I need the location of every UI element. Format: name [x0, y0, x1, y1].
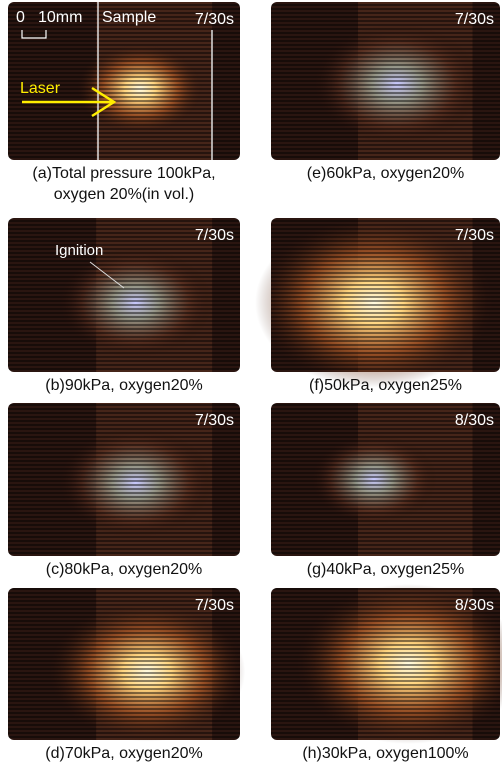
ignition-label: Ignition: [55, 242, 103, 259]
time-label: 7/30s: [195, 412, 234, 429]
scale-zero: 0: [16, 9, 25, 26]
photo-panel: 7/30s: [271, 2, 500, 160]
time-label: 7/30s: [455, 11, 494, 28]
caption: (g)40kPa, oxygen25%: [307, 561, 464, 578]
scale-length: 10mm: [38, 9, 82, 26]
figure: 7/30s (a)Total pressure 100kPa, oxygen 20%…: [0, 0, 502, 765]
photo-panel: 8/30s: [271, 403, 500, 556]
time-label: 8/30s: [455, 412, 494, 429]
caption: (e)60kPa, oxygen20%: [307, 165, 464, 182]
caption: (d)70kPa, oxygen20%: [45, 745, 202, 762]
caption: (f)50kPa, oxygen25%: [309, 377, 462, 394]
photo-panel: 7/30s: [8, 588, 245, 742]
laser-label: Laser: [20, 80, 61, 97]
caption: (h)30kPa, oxygen100%: [302, 745, 468, 762]
photo-panel: 7/30s: [8, 403, 240, 556]
caption: oxygen 20%(in vol.): [54, 186, 195, 203]
time-label: 8/30s: [455, 597, 494, 614]
sample-label: Sample: [102, 9, 156, 26]
caption: (a)Total pressure 100kPa,: [32, 165, 215, 182]
caption: (c)80kPa, oxygen20%: [46, 561, 203, 578]
time-label: 7/30s: [455, 227, 494, 244]
caption: (b)90kPa, oxygen20%: [45, 377, 202, 394]
time-label: 7/30s: [195, 227, 234, 244]
photo-panel: 7/30s: [8, 218, 240, 372]
photo-panel: 8/30s: [271, 584, 502, 744]
time-label: 7/30s: [195, 597, 234, 614]
time-label: 7/30s: [195, 11, 234, 28]
photo-panel: 7/30s: [255, 218, 500, 388]
